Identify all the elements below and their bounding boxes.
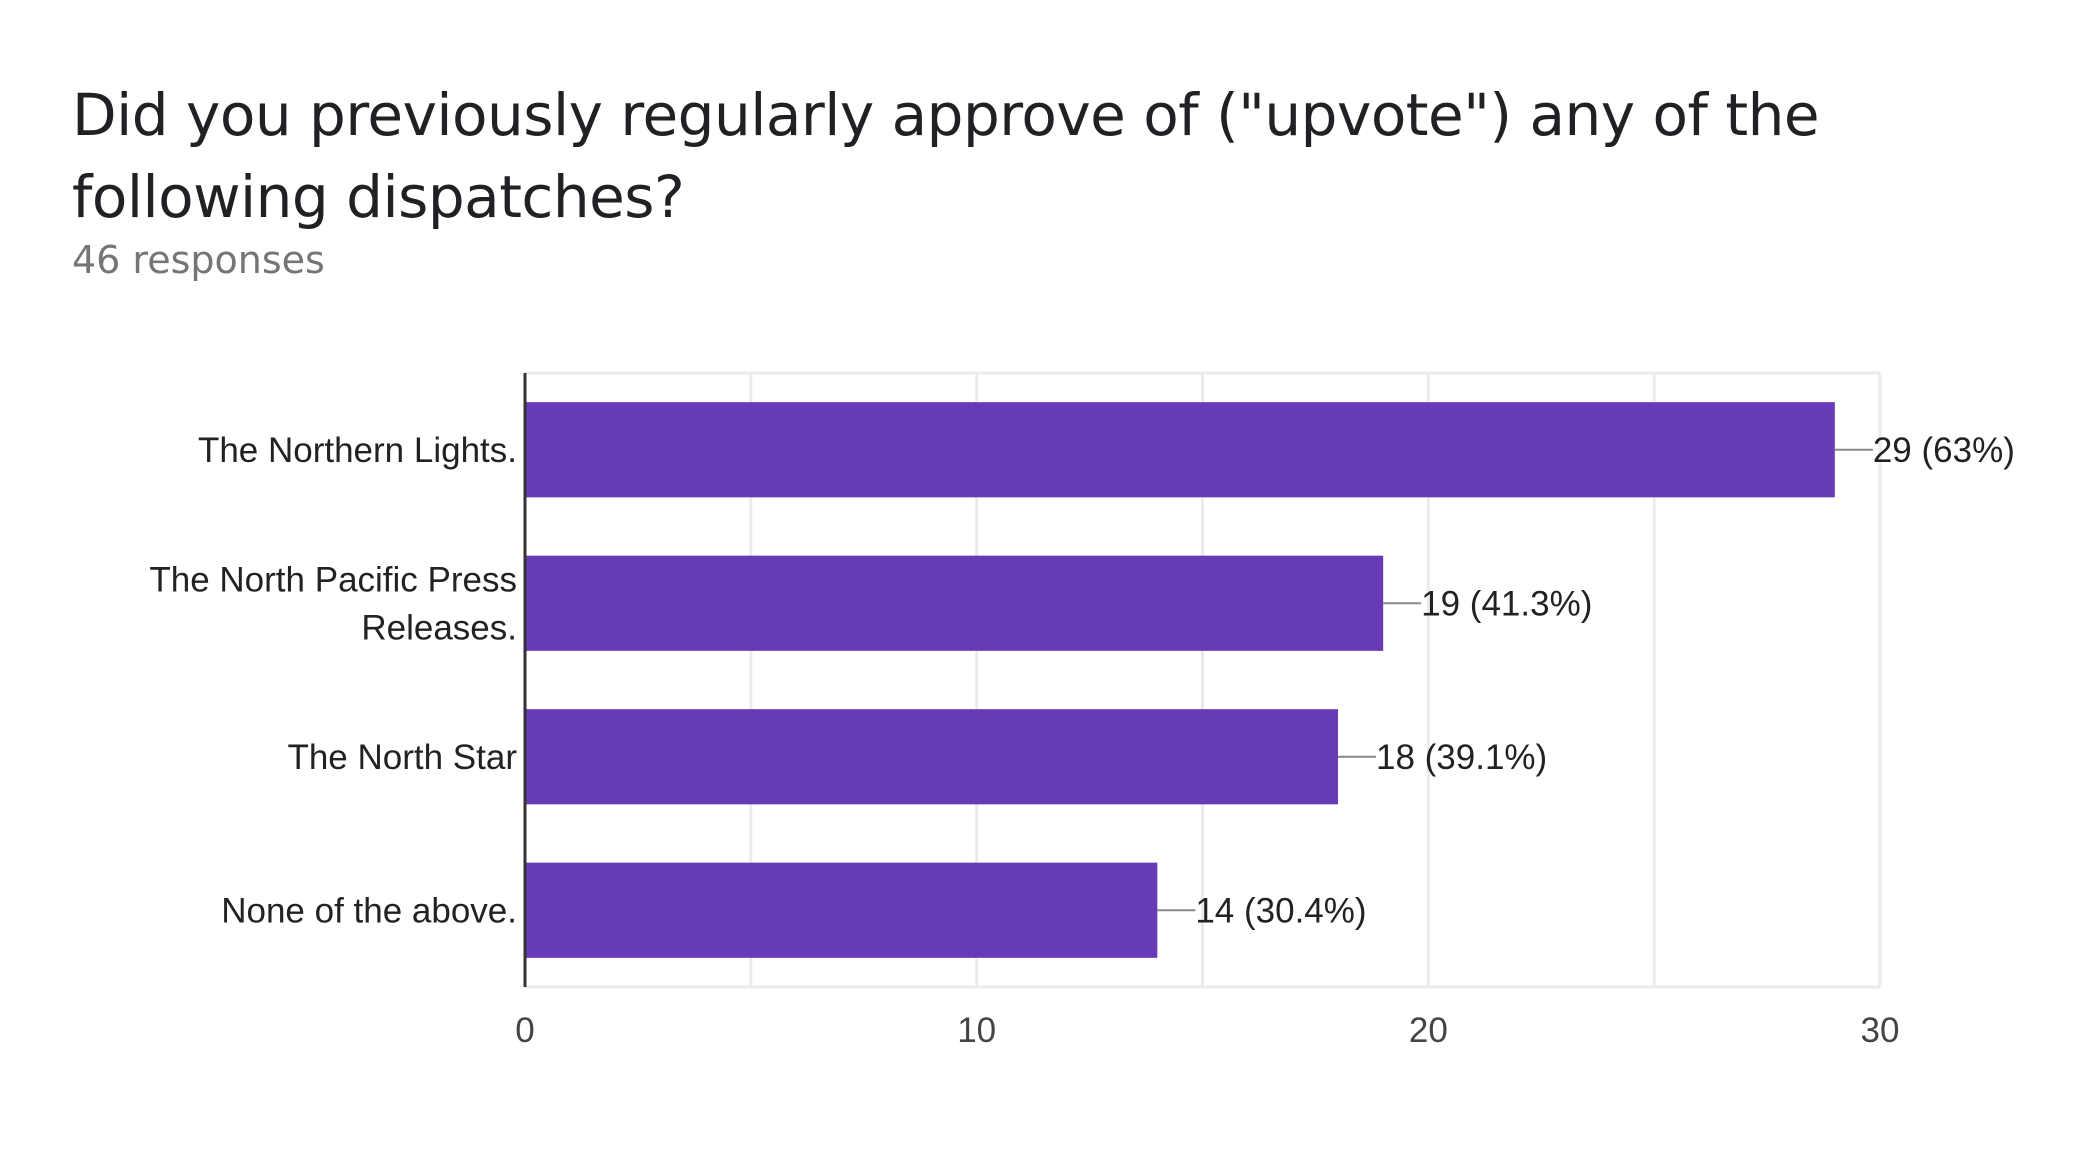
value-label: 19 (41.3%) [1421, 584, 1592, 623]
category-label: Releases. [361, 608, 517, 647]
chart-bars [525, 402, 1835, 958]
response-count: 46 responses [72, 238, 325, 282]
bar [525, 402, 1835, 498]
value-label: 29 (63%) [1873, 431, 2015, 470]
x-tick-label: 30 [1861, 1011, 1900, 1050]
chart-labels: 29 (63%) The Northern Lights. 19 (41.3%) Th… [149, 373, 2015, 1050]
bar [525, 555, 1384, 651]
chart-title: Did you previously regularly approve of … [72, 81, 1820, 231]
category-label: None of the above. [221, 891, 517, 930]
category-label: The North Pacific Press [149, 560, 517, 599]
bar [525, 709, 1338, 805]
category-label: The North Star [287, 738, 517, 777]
x-tick-label: 0 [515, 1011, 534, 1050]
bar [525, 862, 1158, 958]
value-label: 18 (39.1%) [1376, 738, 1547, 777]
x-tick-label: 20 [1409, 1011, 1448, 1050]
value-label: 14 (30.4%) [1195, 891, 1366, 930]
x-tick-label: 10 [957, 1011, 996, 1050]
value-connectors [1157, 448, 1873, 912]
category-label: The Northern Lights. [198, 431, 517, 470]
